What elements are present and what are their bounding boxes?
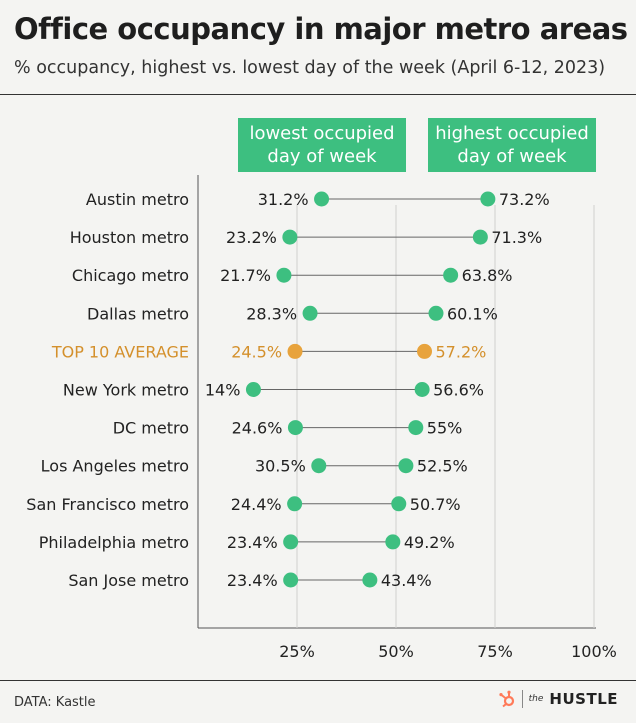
low-value-label: 21.7% (220, 266, 271, 285)
top-divider (0, 94, 636, 95)
low-value-label: 14% (205, 381, 241, 400)
high-value-label: 71.3% (491, 228, 542, 247)
low-point (314, 191, 330, 207)
high-point (417, 343, 433, 359)
low-point (287, 343, 303, 359)
row-label: Houston metro (70, 228, 189, 247)
low-value-label: 30.5% (255, 457, 306, 476)
high-point (428, 305, 444, 321)
high-value-label: 52.5% (417, 457, 468, 476)
low-value-label: 23.4% (227, 571, 278, 590)
row-label: Chicago metro (72, 266, 189, 285)
row-label-average: TOP 10 AVERAGE (51, 342, 189, 361)
low-point (283, 572, 299, 588)
x-tick-label: 75% (477, 642, 513, 661)
low-value-label: 24.4% (231, 495, 282, 514)
chart-subtitle: % occupancy, highest vs. lowest day of t… (14, 58, 606, 78)
brand-name: HUSTLE (549, 690, 618, 708)
low-value-label: 23.2% (226, 228, 277, 247)
low-point (287, 496, 303, 512)
bottom-divider (0, 680, 636, 681)
x-tick-label: 100% (571, 642, 617, 661)
legend-low-box: lowest occupied day of week (238, 118, 406, 172)
low-point (282, 229, 298, 245)
high-value-label: 63.8% (462, 266, 513, 285)
x-tick-label: 50% (378, 642, 414, 661)
high-value-label: 57.2% (436, 342, 487, 361)
high-value-label: 73.2% (499, 190, 550, 209)
brand-divider (521, 690, 523, 708)
low-point (283, 534, 299, 550)
high-point (398, 458, 414, 474)
high-point (472, 229, 488, 245)
high-value-label: 56.6% (433, 381, 484, 400)
high-value-label: 60.1% (447, 304, 498, 323)
row-label: San Francisco metro (26, 495, 189, 514)
high-point (443, 267, 459, 283)
high-point (362, 572, 378, 588)
low-value-label: 23.4% (227, 533, 278, 552)
high-value-label: 50.7% (410, 495, 461, 514)
high-point (414, 382, 430, 397)
legend-high-box: highest occupied day of week (428, 118, 596, 172)
low-point (302, 305, 318, 321)
high-value-label: 49.2% (404, 533, 455, 552)
low-point (245, 382, 261, 397)
row-label: San Jose metro (68, 571, 189, 590)
high-point (391, 496, 407, 512)
row-label: Los Angeles metro (41, 457, 189, 476)
low-point (276, 267, 292, 283)
row-label: Austin metro (86, 190, 189, 209)
x-tick-label: 25% (279, 642, 315, 661)
row-label: Philadelphia metro (39, 533, 189, 552)
high-point (408, 420, 424, 436)
low-value-label: 24.6% (232, 419, 283, 438)
high-value-label: 55% (427, 419, 463, 438)
chart-title: Office occupancy in major metro areas (14, 12, 628, 46)
high-value-label: 43.4% (381, 571, 432, 590)
low-value-label: 28.3% (246, 304, 297, 323)
legend-high-label: highest occupied day of week (435, 123, 589, 167)
hubspot-sprocket-icon (499, 690, 514, 708)
low-value-label: 31.2% (258, 190, 309, 209)
low-value-label: 24.5% (231, 342, 282, 361)
brand-logo: the HUSTLE (498, 690, 618, 708)
data-source: DATA: Kastle (14, 695, 96, 710)
brand-small-text: the (528, 694, 544, 704)
legend-low-label: lowest occupied day of week (249, 123, 395, 167)
high-point (480, 191, 496, 207)
row-label: DC metro (113, 419, 189, 438)
row-label: Dallas metro (87, 304, 189, 323)
low-point (287, 420, 303, 436)
high-point (385, 534, 401, 550)
low-point (311, 458, 327, 474)
row-label: New York metro (63, 381, 189, 400)
